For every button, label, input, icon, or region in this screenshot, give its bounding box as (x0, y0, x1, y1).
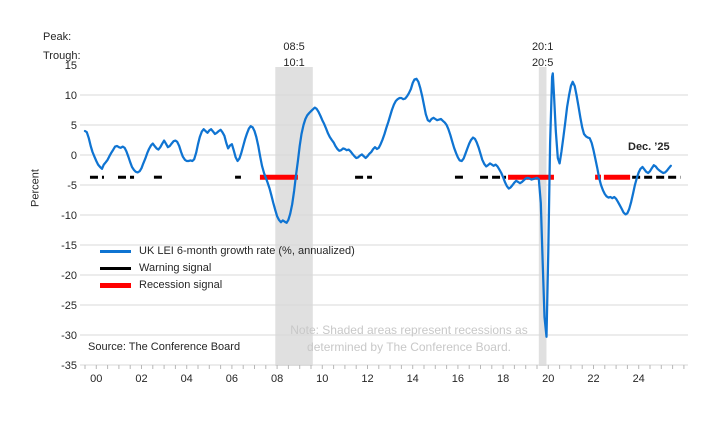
y-tick-label: -35 (61, 360, 77, 372)
y-tick-label: -25 (61, 300, 77, 312)
trough-row-label: Trough: (43, 50, 81, 62)
x-tick-label: 02 (135, 373, 147, 385)
lei-line-swatch (100, 250, 131, 253)
legend-item-warning: Warning signal (100, 260, 355, 277)
x-tick-label: 16 (452, 373, 464, 385)
y-tick-label: 15 (65, 60, 77, 72)
y-tick-label: 10 (65, 90, 77, 102)
y-tick-label: -5 (67, 180, 77, 192)
x-tick-label: 20 (542, 373, 554, 385)
x-tick-label: 24 (633, 373, 645, 385)
last-point-label: Dec. ’25 (628, 141, 670, 153)
y-tick-label: -30 (61, 330, 77, 342)
recession-note-line1: Note: Shaded areas represent recessions … (290, 323, 528, 337)
recession-note-line2: determined by The Conference Board. (307, 340, 511, 354)
x-tick-label: 06 (226, 373, 238, 385)
x-tick-label: 10 (316, 373, 328, 385)
x-tick-label: 12 (361, 373, 373, 385)
legend-label: Recession signal (139, 279, 223, 291)
recession-peak-date: 08:5 (283, 41, 304, 53)
x-tick-label: 14 (407, 373, 419, 385)
recession-line-swatch (100, 283, 131, 288)
x-tick-label: 04 (181, 373, 193, 385)
x-tick-label: 08 (271, 373, 283, 385)
warning-line-swatch (100, 267, 131, 270)
source-note: Source: The Conference Board (88, 341, 241, 353)
x-tick-label: 22 (587, 373, 599, 385)
y-tick-label: 0 (71, 150, 77, 162)
y-axis-title: Percent (29, 169, 42, 207)
y-tick-label: -15 (61, 240, 77, 252)
legend: UK LEI 6-month growth rate (%, annualize… (100, 243, 355, 294)
legend-label: UK LEI 6-month growth rate (%, annualize… (139, 245, 355, 257)
x-tick-label: 00 (90, 373, 102, 385)
y-tick-label: -10 (61, 210, 77, 222)
legend-label: Warning signal (139, 262, 212, 274)
y-tick-label: 5 (71, 120, 77, 132)
y-tick-label: -20 (61, 270, 77, 282)
x-tick-label: 18 (497, 373, 509, 385)
recession-peak-date: 20:1 (532, 41, 553, 53)
lei-growth-line (83, 72, 672, 338)
recession-band (538, 67, 547, 366)
legend-item-recession: Recession signal (100, 277, 355, 294)
peak-row-label: Peak: (43, 31, 72, 43)
recession-note: Note: Shaded areas represent recessions … (254, 322, 564, 356)
legend-item-lei: UK LEI 6-month growth rate (%, annualize… (100, 243, 355, 260)
recession-trough-date: 10:1 (283, 57, 304, 69)
recession-trough-date: 20:5 (532, 57, 553, 69)
